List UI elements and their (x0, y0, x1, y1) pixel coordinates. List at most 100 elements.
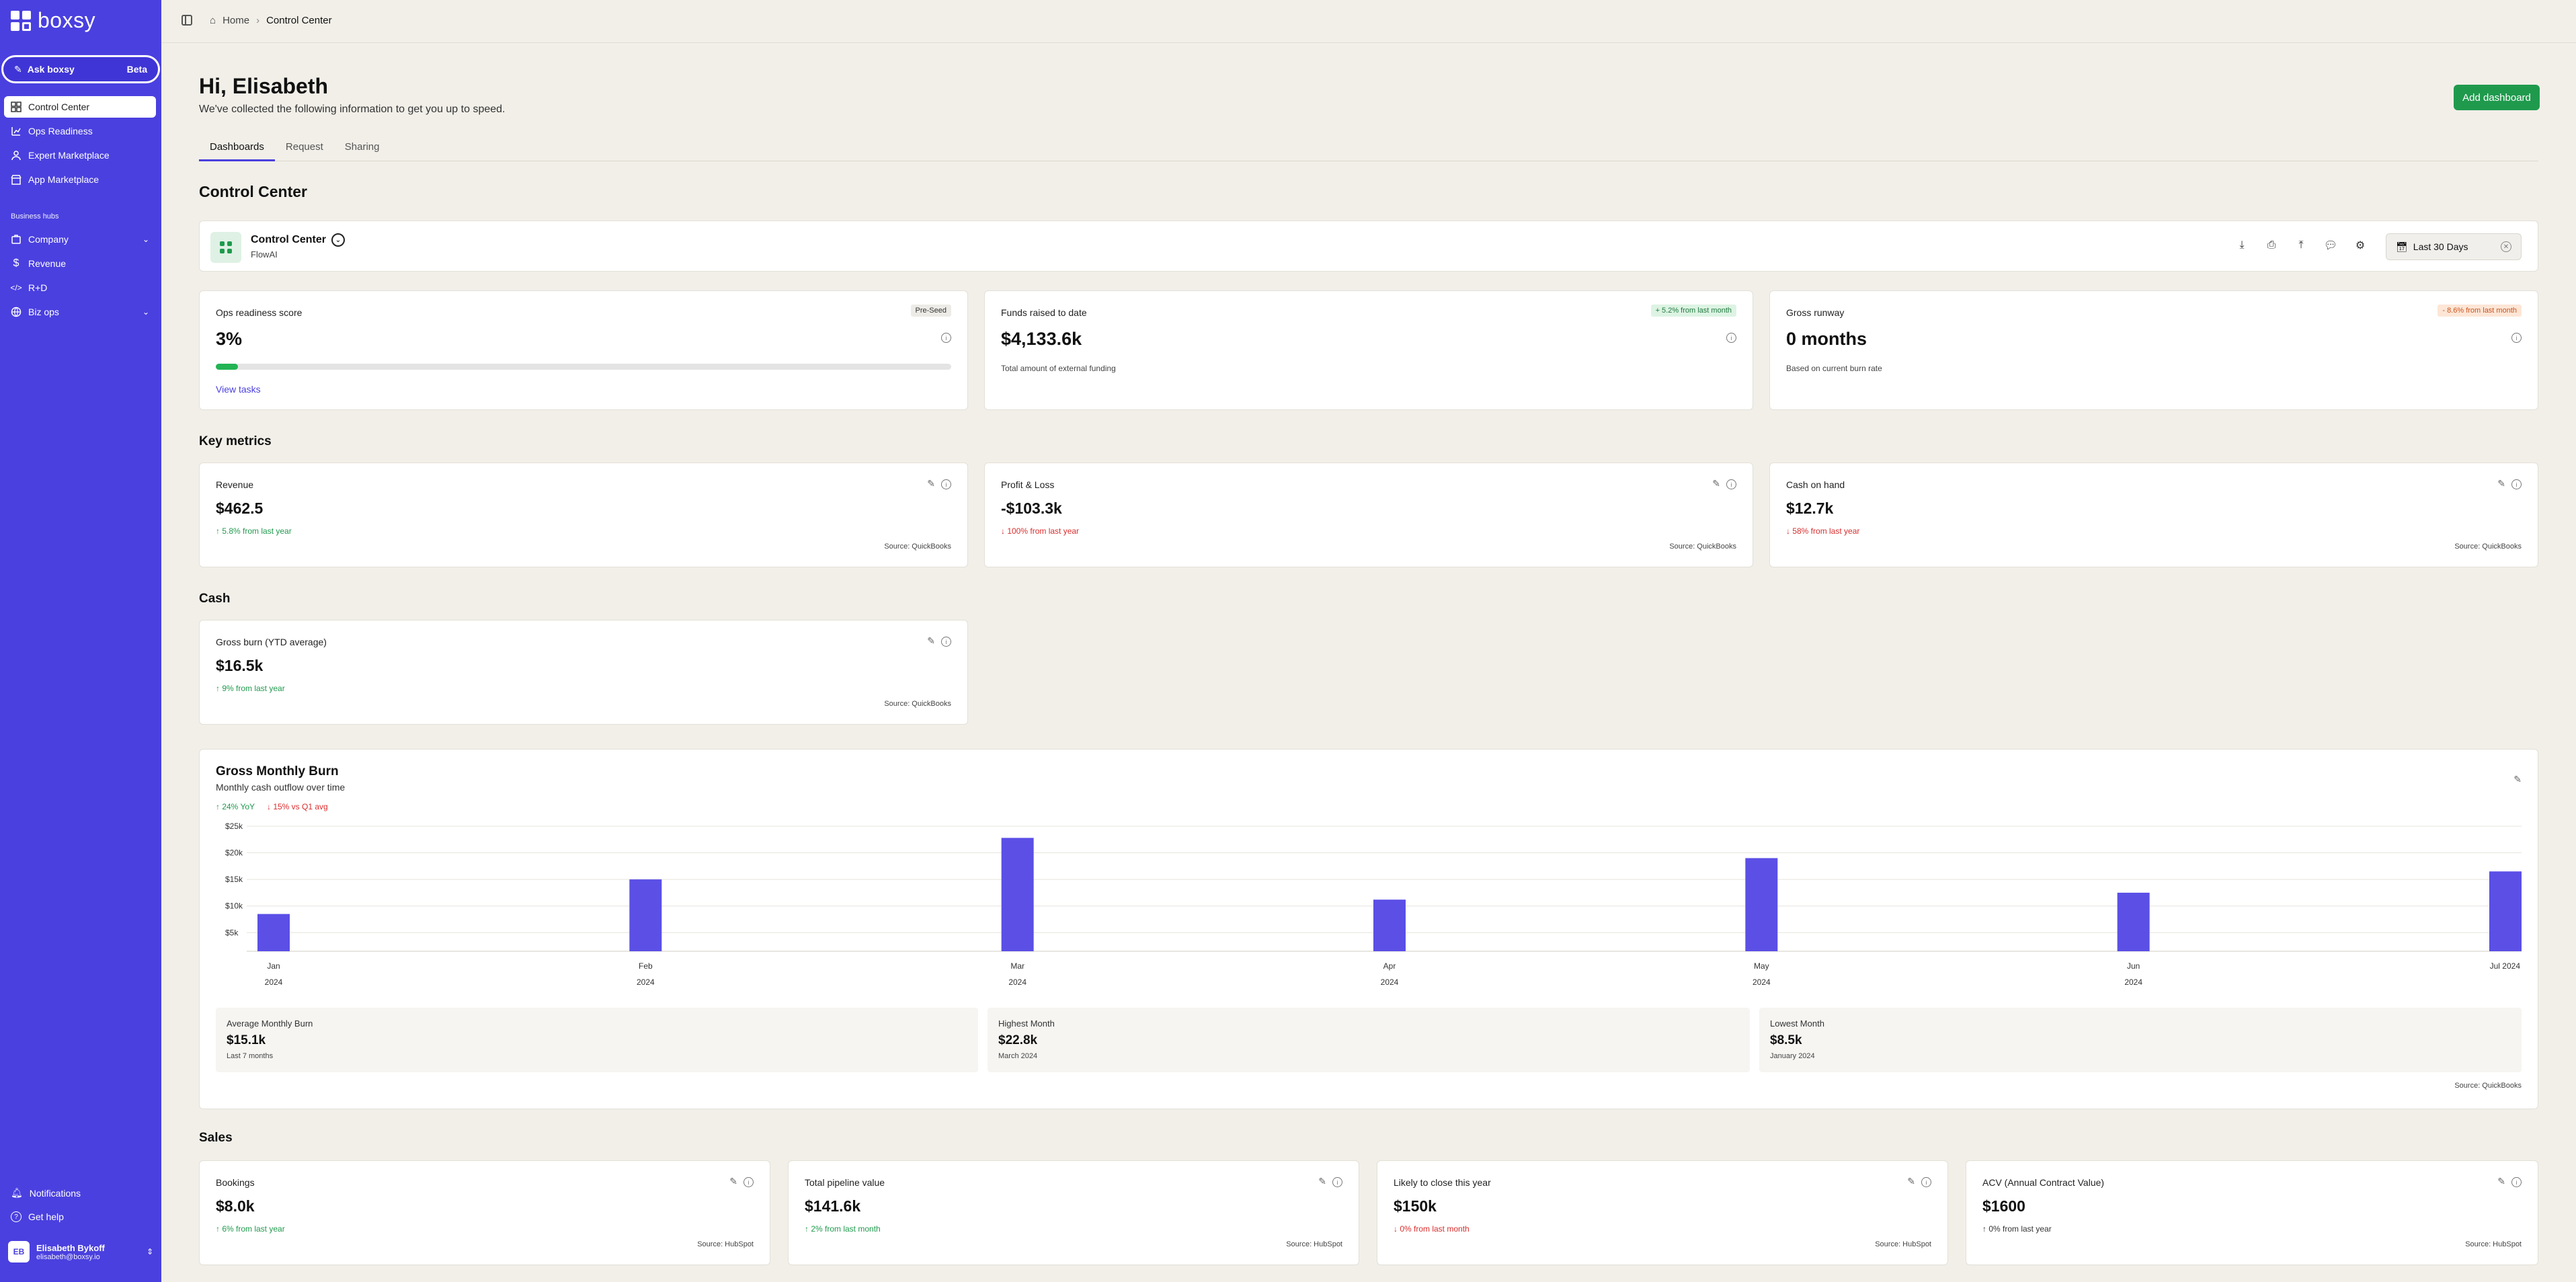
sidebar-item-ops-readiness[interactable]: Ops Readiness (4, 120, 156, 142)
help-icon: ? (11, 1211, 22, 1222)
notifications-link[interactable]: 🔔︎ Notifications (11, 1187, 81, 1199)
pencil-icon[interactable]: ✎ (2497, 478, 2505, 489)
funds-raised-card: Funds raised to date + 5.2% from last mo… (984, 290, 1753, 410)
stat-sub: Last 7 months (227, 1052, 274, 1060)
metric-change: ↑ 2% from last month (805, 1224, 881, 1234)
info-icon[interactable]: i (2511, 1177, 2522, 1187)
metric-title: Ops readiness score (216, 307, 303, 318)
logo[interactable]: boxsy (11, 8, 95, 33)
info-icon[interactable]: i (941, 637, 951, 647)
share-icon[interactable]: ⤒ (2298, 239, 2304, 251)
section-title-sales: Sales (199, 1131, 233, 1145)
sidebar-item-rd[interactable]: </> R+D (4, 277, 156, 298)
pencil-icon[interactable]: ✎ (2513, 774, 2522, 785)
metric-title: Cash on hand (1786, 479, 1845, 490)
dollar-icon: $ (13, 257, 19, 269)
section-title-key-metrics: Key metrics (199, 434, 272, 448)
tab-sharing[interactable]: Sharing (344, 141, 380, 153)
dashboard-toolbar: ⤓ ⎙ ⤒ 💬︎ ⚙ (2234, 237, 2368, 253)
pencil-icon[interactable]: ✎ (729, 1176, 737, 1187)
comment-icon[interactable]: 💬︎ (2323, 240, 2338, 251)
download-icon[interactable]: ⤓ (2239, 239, 2245, 251)
pencil-icon[interactable]: ✎ (1907, 1176, 1915, 1187)
print-icon[interactable]: ⎙ (2267, 239, 2276, 251)
info-icon[interactable]: i (941, 479, 951, 489)
topbar: ⌂ Home › Control Center (161, 0, 2576, 43)
add-dashboard-button[interactable]: Add dashboard (2454, 85, 2540, 110)
ask-boxsy-button[interactable]: ✎ Ask boxsy Beta (1, 55, 160, 83)
sparkle-icon: ✎ (14, 63, 22, 75)
chart-title: Gross Monthly Burn (216, 764, 339, 778)
section-title-cash: Cash (199, 592, 231, 606)
info-icon[interactable]: i (2511, 333, 2522, 343)
metric-card-gross-burn: Gross burn (YTD average) ✎ i $16.5k ↑ 9%… (199, 620, 968, 725)
bar-jul-2024 (2489, 871, 2522, 951)
x-tick-label: Apr (1383, 961, 1396, 971)
info-icon[interactable]: i (941, 333, 951, 343)
stat-average-burn: Average Monthly Burn $15.1k Last 7 month… (216, 1008, 978, 1072)
gear-icon[interactable]: ⚙ (2355, 240, 2366, 251)
metric-title: Likely to close this year (1394, 1177, 1491, 1188)
metric-card-bookings: Bookings ✎ i $8.0k ↑ 6% from last year S… (199, 1160, 770, 1265)
metric-change: ↑ 0% from last year (1982, 1224, 2052, 1234)
pencil-icon[interactable]: ✎ (927, 478, 935, 489)
stat-lowest-month: Lowest Month $8.5k January 2024 (1759, 1008, 2522, 1072)
metric-title: Gross burn (YTD average) (216, 637, 327, 647)
sidebar-item-revenue[interactable]: $ Revenue (4, 253, 156, 274)
user-menu[interactable]: EB Elisabeth Bykoff elisabeth@boxsy.io ⇕ (8, 1241, 153, 1263)
clear-icon[interactable]: ✕ (2501, 241, 2511, 252)
pencil-icon[interactable]: ✎ (2497, 1176, 2505, 1187)
sidebar-item-app-marketplace[interactable]: App Marketplace (4, 169, 156, 190)
chart-source: Source: QuickBooks (2454, 1082, 2522, 1090)
x-tick-sublabel: 2024 (1008, 977, 1027, 987)
sidebar-toggle-icon[interactable] (182, 15, 192, 26)
get-help-link[interactable]: ? Get help (11, 1211, 64, 1222)
info-icon[interactable]: i (1332, 1177, 1342, 1187)
sidebar-item-label: R+D (28, 282, 48, 293)
grid-dots-icon (210, 232, 241, 263)
breadcrumb-home[interactable]: Home (223, 15, 250, 26)
sidebar-item-biz-ops[interactable]: Biz ops ⌄ (4, 301, 156, 323)
dashboard-switcher[interactable]: Control Center ⌄ (251, 233, 345, 247)
yoy-change-tag: ↑ 24% YoY (216, 802, 255, 811)
x-tick-label: Feb (639, 961, 653, 971)
metric-source: Source: HubSpot (1875, 1240, 1931, 1248)
gross-monthly-burn-card: Gross Monthly Burn Monthly cash outflow … (199, 749, 2538, 1109)
x-tick-label: Jun (2127, 961, 2140, 971)
bar-jun (2117, 892, 2150, 951)
metric-value: 3% (216, 329, 243, 349)
y-tick-label: $25k (225, 822, 243, 831)
metric-source: Source: QuickBooks (884, 543, 951, 551)
metric-title: Funds raised to date (1001, 307, 1087, 318)
tab-request[interactable]: Request (285, 141, 323, 153)
pencil-icon[interactable]: ✎ (1318, 1176, 1326, 1187)
view-tasks-link[interactable]: View tasks (216, 384, 261, 395)
metric-note: Total amount of external funding (1001, 364, 1116, 373)
metric-title: ACV (Annual Contract Value) (1982, 1177, 2105, 1188)
x-tick-sublabel: 2024 (2124, 977, 2142, 987)
metric-card-profit-loss: Profit & Loss ✎ i -$103.3k ↓ 100% from l… (984, 463, 1753, 567)
date-range-select[interactable]: 📅︎ Last 30 Days ✕ (2386, 233, 2522, 260)
info-icon[interactable]: i (1726, 479, 1736, 489)
metric-source: Source: HubSpot (697, 1240, 754, 1248)
info-icon[interactable]: i (1726, 333, 1736, 343)
info-icon[interactable]: i (1921, 1177, 1931, 1187)
boxsy-logo-icon (11, 10, 31, 31)
change-badge: - 8.6% from last month (2438, 305, 2522, 317)
chart-icon (11, 126, 22, 136)
info-icon[interactable]: i (2511, 479, 2522, 489)
chevron-updown-icon: ⇕ (146, 1247, 153, 1256)
beta-badge: Beta (126, 64, 147, 75)
chevron-down-icon: ⌄ (142, 307, 149, 317)
stat-value: $8.5k (1770, 1033, 1802, 1047)
metric-value: -$103.3k (1001, 499, 1062, 517)
tab-dashboards[interactable]: Dashboards (199, 134, 275, 161)
sidebar-item-control-center[interactable]: Control Center (4, 96, 156, 118)
sidebar-item-label: Expert Marketplace (28, 150, 110, 161)
sidebar-item-expert-marketplace[interactable]: Expert Marketplace (4, 145, 156, 166)
date-range-value: Last 30 Days (2413, 241, 2468, 252)
info-icon[interactable]: i (743, 1177, 754, 1187)
pencil-icon[interactable]: ✎ (927, 635, 935, 646)
sidebar-item-company[interactable]: Company ⌄ (4, 229, 156, 250)
pencil-icon[interactable]: ✎ (1712, 478, 1720, 489)
